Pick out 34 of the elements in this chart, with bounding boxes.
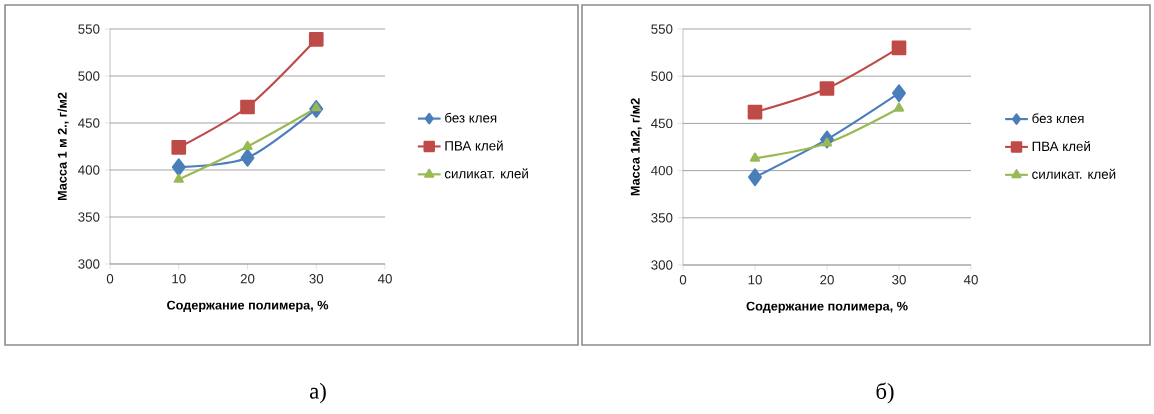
x-tick-label: 10: [172, 274, 186, 284]
legend-label: ПВА клей: [445, 140, 503, 151]
text: а): [310, 382, 326, 404]
x-axis-title: Содержание полимера, %: [167, 300, 329, 313]
x-tick-label: 40: [963, 275, 978, 285]
y-tick-label: 300: [78, 259, 100, 269]
x-axis-title: Содержание полимера, %: [746, 301, 908, 314]
x-tick-label: 40: [377, 274, 392, 284]
y-tick-label: 550: [651, 24, 673, 34]
text: б): [876, 382, 894, 404]
y-tick-label: 400: [78, 165, 100, 175]
x-tick-label: 20: [820, 275, 834, 285]
legend-label: ПВА клей: [1032, 140, 1090, 152]
y-axis-title: Масса 1 м 2., г/м2: [57, 92, 69, 201]
y-tick-label: 300: [651, 260, 673, 270]
x-tick-label: 30: [309, 274, 324, 284]
legend-label: без клея: [1032, 113, 1084, 124]
y-tick-label: 350: [651, 213, 673, 223]
x-tick-label: 10: [748, 275, 762, 285]
x-tick-label: 0: [679, 275, 687, 285]
y-tick-label: 500: [78, 71, 100, 81]
x-tick-label: 20: [240, 274, 255, 284]
y-tick-label: 450: [78, 118, 100, 128]
y-axis-title: Масса 1м2, г/м2: [630, 98, 642, 196]
x-tick-label: 0: [106, 274, 114, 284]
y-tick-label: 500: [651, 71, 673, 81]
legend-label: без клея: [445, 112, 497, 123]
y-tick-label: 350: [78, 212, 100, 222]
legend-label: силикат. клей: [444, 168, 528, 179]
y-tick-label: 400: [651, 165, 673, 176]
y-tick-label: 450: [651, 118, 673, 129]
x-tick-label: 30: [892, 275, 906, 285]
legend-label: силикат. клей: [1032, 168, 1116, 179]
y-tick-label: 550: [78, 24, 100, 34]
